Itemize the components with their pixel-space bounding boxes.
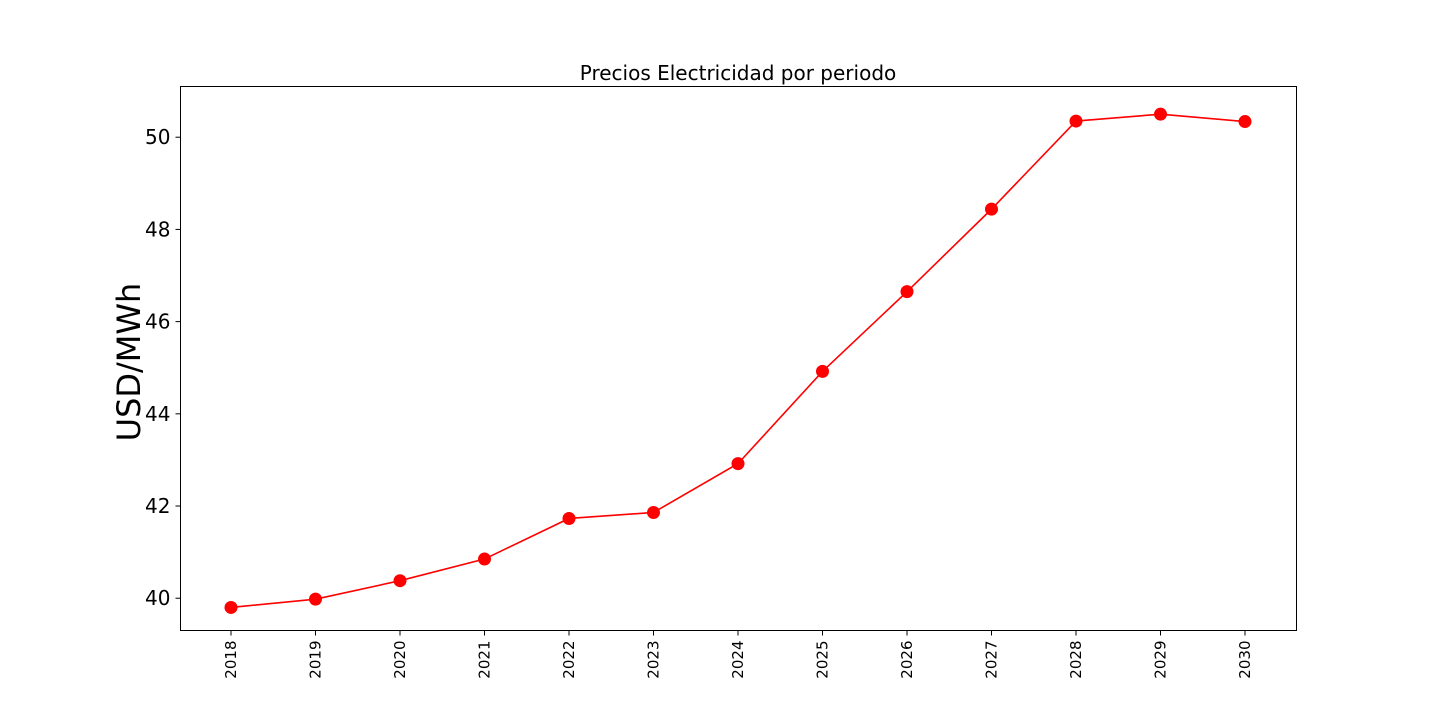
data-point — [562, 511, 576, 525]
series-layer — [224, 107, 1252, 614]
x-tick-label: 2028 — [1067, 641, 1085, 679]
data-point — [900, 285, 914, 299]
x-tick-label: 2021 — [476, 641, 494, 679]
x-tick-label: 2024 — [729, 641, 747, 679]
plot-area-frame — [180, 86, 1297, 631]
x-tick-label: 2023 — [645, 641, 663, 679]
x-tick-label: 2030 — [1236, 641, 1254, 679]
y-tick-label: 48 — [145, 217, 170, 241]
y-tick-label: 42 — [145, 494, 170, 518]
x-tick-label: 2026 — [898, 641, 916, 679]
x-tick-label: 2020 — [391, 641, 409, 679]
data-point — [647, 505, 660, 519]
chart-title: Precios Electricidad por periodo — [580, 61, 897, 85]
y-tick-label: 44 — [145, 402, 170, 426]
x-tick-label: 2027 — [983, 641, 1001, 679]
data-point — [478, 552, 491, 566]
data-point — [1154, 107, 1167, 121]
y-axis-ticks: 40 42 44 46 48 50 — [145, 125, 181, 610]
data-point — [224, 600, 238, 614]
y-tick-label: 40 — [145, 586, 170, 610]
y-tick-label: 50 — [145, 125, 170, 149]
data-point — [393, 574, 407, 588]
data-point — [309, 592, 322, 606]
data-point — [1238, 115, 1252, 129]
y-tick-label: 46 — [145, 310, 170, 334]
data-point — [1069, 114, 1083, 128]
x-axis-ticks: 2018 2019 2020 2021 2022 2023 2024 2025 2026 2027… — [222, 630, 1254, 679]
x-tick-label: 2018 — [222, 641, 240, 679]
x-tick-label: 2019 — [307, 641, 325, 679]
x-tick-label: 2029 — [1152, 641, 1170, 679]
x-tick-label: 2025 — [814, 641, 832, 679]
x-tick-label: 2022 — [560, 641, 578, 679]
series-line — [230, 113, 1246, 609]
data-point — [731, 457, 745, 471]
data-point — [816, 364, 829, 378]
data-point — [985, 202, 998, 216]
y-axis-label: USD/MWh — [110, 283, 148, 442]
